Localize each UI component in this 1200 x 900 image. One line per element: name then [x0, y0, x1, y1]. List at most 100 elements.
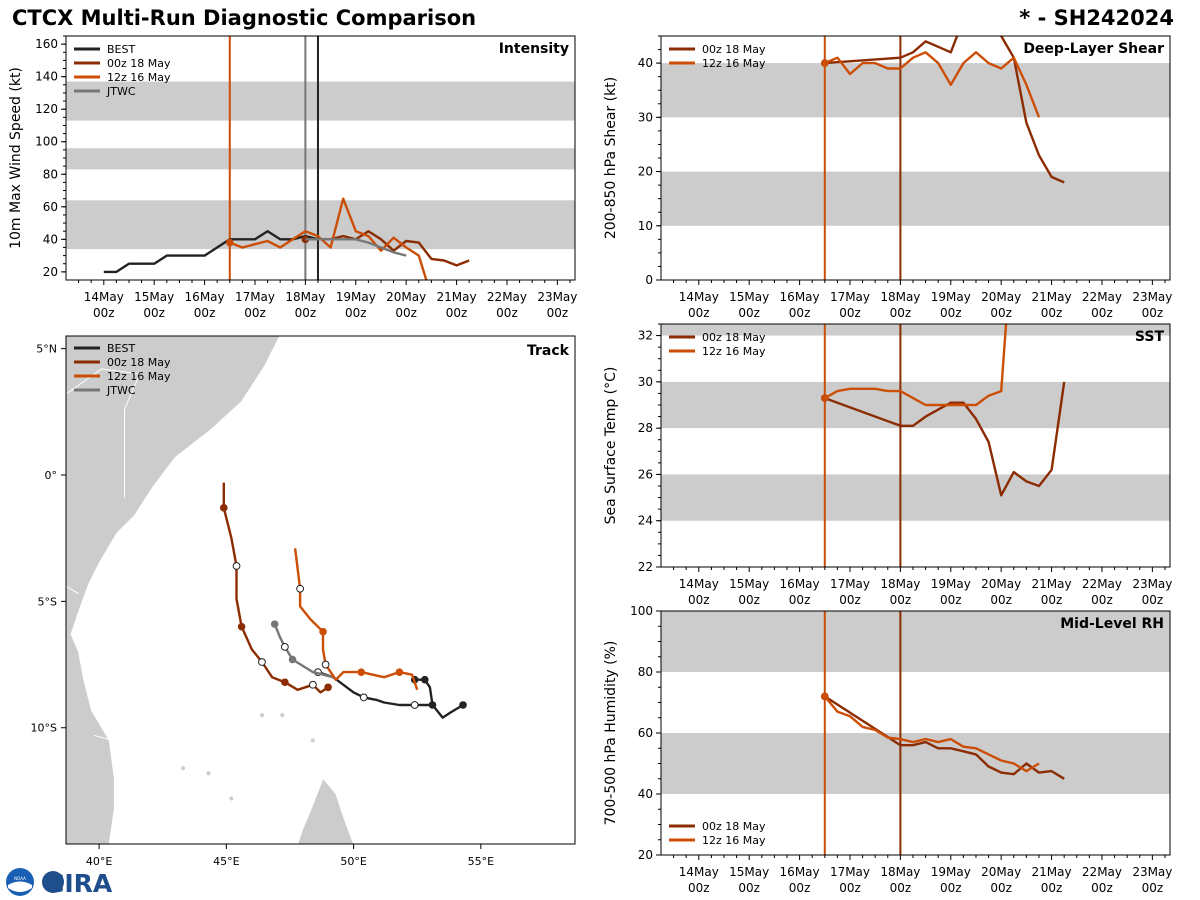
legend-label: 12z 16 May	[107, 370, 171, 383]
track-panel-title: Track	[527, 343, 570, 359]
rh-xtick-label: 22May	[1082, 865, 1122, 879]
track-point-open-best	[359, 693, 368, 702]
rh-xtick-sublabel: 00z	[890, 881, 912, 895]
intensity-ytick-label: 80	[43, 167, 58, 181]
intensity-xtick-label: 21May	[437, 290, 477, 304]
shear-band-0	[661, 171, 1170, 226]
legend-label: 00z 18 May	[107, 57, 171, 70]
intensity-xtick-sublabel: 00z	[244, 306, 266, 320]
sst-xtick-sublabel: 00z	[789, 593, 811, 607]
sst-band-0	[661, 474, 1170, 521]
intensity-ytick-label: 20	[43, 265, 58, 279]
sst-xtick-label: 17May	[830, 577, 870, 591]
legend-label: JTWC	[106, 384, 136, 397]
rh-ytick-label: 100	[630, 604, 653, 618]
track-point-12z-16-may	[395, 668, 404, 676]
track-point-00z-18-may	[281, 678, 289, 687]
track-ytick-label: 10°S	[31, 722, 57, 735]
noaa-wave	[8, 881, 32, 892]
sst-ytick-label: 24	[638, 514, 653, 528]
rh-xtick-sublabel: 00z	[1142, 881, 1164, 895]
rh-xtick-sublabel: 00z	[990, 881, 1012, 895]
sst-plot-area	[661, 324, 1170, 567]
intensity-panel-title: Intensity	[499, 41, 569, 57]
rh-xtick-sublabel: 00z	[738, 881, 760, 895]
legend-label: 12z 16 May	[702, 57, 766, 70]
rh-ytick-label: 40	[638, 787, 653, 801]
rh-xtick-sublabel: 00z	[940, 881, 962, 895]
intensity-xtick-sublabel: 00z	[143, 306, 165, 320]
track-xtick-label: 45°E	[213, 855, 239, 868]
intensity-series-12z-16-may	[229, 197, 428, 280]
legend-label: BEST	[107, 342, 135, 355]
shear-xtick-label: 16May	[780, 290, 820, 304]
track-ytick-label: 0°	[45, 469, 58, 482]
sst-band-1	[661, 381, 1170, 429]
intensity-xtick-label: 23May	[537, 290, 577, 304]
intensity-series-jtwc	[305, 238, 407, 257]
shear-xtick-sublabel: 00z	[940, 306, 962, 320]
rh-xtick-label: 23May	[1132, 865, 1172, 879]
shear-xtick-sublabel: 00z	[839, 306, 861, 320]
shear-panel-title: Deep-Layer Shear	[1023, 41, 1164, 57]
sst-xtick-label: 21May	[1032, 577, 1072, 591]
track-frame	[65, 335, 576, 845]
country-border	[66, 585, 79, 595]
country-border	[93, 734, 112, 741]
rh-xtick-label: 21May	[1032, 865, 1072, 879]
shear-xtick-sublabel: 00z	[1142, 306, 1164, 320]
rh-xtick-sublabel: 00z	[1041, 881, 1063, 895]
sst-xtick-label: 23May	[1132, 577, 1172, 591]
intensity-xtick-sublabel: 00z	[93, 306, 115, 320]
intensity-panel: 20 40 60 80 100 120 140 160 14May 00z 15May 00z 16Ma…	[8, 35, 577, 320]
sst-xtick-label: 19May	[931, 577, 971, 591]
rh-xtick-sublabel: 00z	[789, 881, 811, 895]
shear-ytick-label: 30	[638, 110, 653, 124]
rh-xtick-sublabel: 00z	[839, 881, 861, 895]
storm-id: * - SH242024	[1019, 6, 1174, 30]
sst-xtick-label: 16May	[780, 577, 820, 591]
intensity-ytick-label: 140	[35, 70, 58, 84]
intensity-xtick-label: 19May	[336, 290, 376, 304]
intensity-ytick-label: 100	[35, 135, 58, 149]
noaa-label: NOAA	[14, 876, 26, 881]
intensity-ylabel: 10m Max Wind Speed (kt)	[8, 67, 24, 249]
sst-series-12z-16-may	[824, 324, 1008, 407]
legend-label: 12z 16 May	[107, 71, 171, 84]
intensity-plot-area	[66, 36, 575, 280]
track-point-open-00z-18-may	[308, 680, 317, 689]
shear-xtick-label: 19May	[931, 290, 971, 304]
rh-ytick-label: 80	[638, 665, 653, 679]
track-xtick-label: 55°E	[468, 855, 494, 868]
intensity-band-0	[66, 200, 575, 250]
shear-ytick-label: 40	[638, 56, 653, 70]
rh-xtick-label: 18May	[880, 865, 920, 879]
sst-ytick-label: 26	[638, 467, 653, 481]
sst-frame	[660, 323, 1171, 568]
intensity-ytick-label: 120	[35, 102, 58, 116]
intensity-ytick-label: 40	[43, 232, 58, 246]
sst-xtick-label: 22May	[1082, 577, 1122, 591]
figure-title: CTCX Multi-Run Diagnostic Comparison	[12, 6, 477, 30]
shear-xtick-sublabel: 00z	[789, 306, 811, 320]
shear-init-marker-12z-16-may	[820, 59, 829, 67]
shear-xtick-label: 22May	[1082, 290, 1122, 304]
shear-xtick-sublabel: 00z	[1041, 306, 1063, 320]
track-point-jtwc	[270, 620, 279, 628]
track-point-best-tail	[421, 675, 429, 684]
shear-xtick-label: 18May	[880, 290, 920, 304]
rh-panel-title: Mid-Level RH	[1060, 616, 1164, 632]
legend-label: 00z 18 May	[702, 820, 766, 833]
sst-ytick-label: 28	[638, 421, 653, 435]
track-point-open-00z-18-may	[258, 658, 266, 666]
land-island	[280, 713, 285, 718]
track-line-00z-18-may	[222, 482, 329, 694]
legend-label: 12z 16 May	[702, 834, 766, 847]
shear-ylabel: 200-850 hPa Shear (kt)	[603, 77, 619, 239]
track-point-open-12z-16-may	[296, 584, 305, 593]
intensity-xtick-label: 17May	[235, 290, 275, 304]
track-xtick-label: 40°E	[86, 855, 112, 868]
cira-logo: NOAA CIRA	[6, 868, 113, 898]
sst-xtick-sublabel: 00z	[1142, 593, 1164, 607]
